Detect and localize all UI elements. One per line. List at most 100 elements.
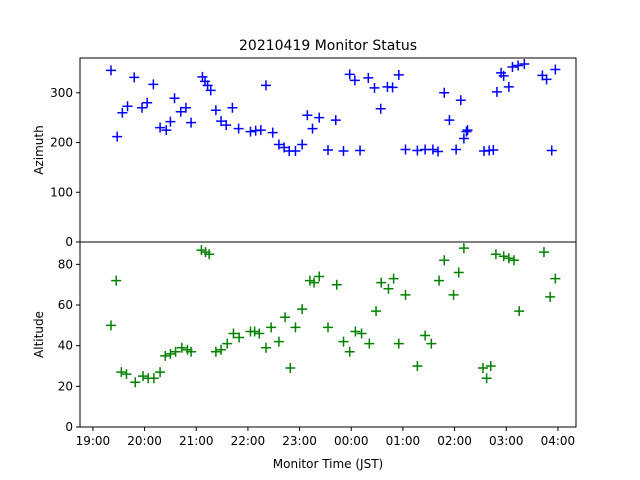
azimuth-point <box>444 115 455 126</box>
azimuth-point <box>344 69 355 80</box>
altitude-point <box>234 332 245 343</box>
altitude-y-tick-label: 60 <box>58 298 73 312</box>
azimuth-point <box>245 126 256 137</box>
azimuth-point <box>117 107 128 118</box>
azimuth-point <box>186 117 197 128</box>
azimuth-point <box>330 115 341 126</box>
azimuth-point <box>197 71 208 82</box>
azimuth-point <box>216 116 227 127</box>
altitude-point <box>376 277 387 288</box>
azimuth-point <box>273 139 284 150</box>
altitude-point <box>434 275 445 286</box>
azimuth-point <box>519 58 530 69</box>
altitude-point <box>254 328 265 339</box>
x-tick-label: 04:00 <box>541 434 576 448</box>
azimuth-y-tick-label: 0 <box>65 235 73 249</box>
azimuth-point <box>455 95 466 106</box>
x-axis-label: Monitor Time (JST) <box>273 457 383 471</box>
azimuth-point <box>498 70 509 81</box>
altitude-point <box>314 271 325 282</box>
azimuth-point <box>155 122 166 133</box>
azimuth-panel: 0 100 200 300 Azimuth <box>32 57 577 249</box>
x-tick-label: 03:00 <box>489 434 524 448</box>
azimuth-point <box>461 126 472 137</box>
azimuth-point <box>297 139 308 150</box>
azimuth-point <box>393 69 404 80</box>
x-tick-label: 01:00 <box>386 434 421 448</box>
azimuth-point <box>462 125 473 136</box>
azimuth-point <box>400 144 411 155</box>
azimuth-y-tick-label: 200 <box>50 136 73 150</box>
altitude-point <box>204 249 215 260</box>
altitude-point <box>350 326 361 337</box>
azimuth-point <box>129 72 140 83</box>
azimuth-point <box>137 102 147 113</box>
altitude-point <box>121 369 132 380</box>
altitude-point <box>170 346 181 357</box>
altitude-point <box>130 377 141 388</box>
azimuth-point <box>546 145 557 156</box>
azimuth-point <box>227 102 238 113</box>
altitude-point <box>478 363 488 374</box>
altitude-y-tick-label: 80 <box>58 257 73 271</box>
altitude-point <box>388 273 399 284</box>
altitude-point <box>266 322 277 333</box>
altitude-point <box>412 361 423 372</box>
altitude-point <box>228 328 239 339</box>
altitude-point <box>186 346 197 357</box>
azimuth-point <box>279 142 290 153</box>
altitude-point <box>116 367 127 378</box>
altitude-point <box>439 255 450 266</box>
azimuth-point <box>233 123 244 134</box>
x-tick-label: 22:00 <box>231 434 266 448</box>
azimuth-point <box>369 82 380 93</box>
azimuth-point <box>513 60 524 71</box>
x-tick-label: 00:00 <box>334 434 369 448</box>
azimuth-point <box>142 97 153 108</box>
altitude-point <box>538 247 549 258</box>
azimuth-point <box>210 105 221 116</box>
altitude-point <box>485 361 496 372</box>
altitude-point <box>420 330 431 341</box>
azimuth-point <box>355 145 366 156</box>
azimuth-point <box>205 85 216 96</box>
azimuth-point <box>221 120 232 131</box>
azimuth-point <box>261 80 271 91</box>
azimuth-point <box>550 64 561 75</box>
azimuth-point <box>307 123 318 134</box>
altitude-y-axis-label: Altitude <box>32 311 46 358</box>
azimuth-point <box>148 79 159 90</box>
altitude-point <box>371 306 382 317</box>
altitude-point <box>481 373 492 384</box>
azimuth-point <box>433 146 444 157</box>
x-tick-label: 20:00 <box>127 434 162 448</box>
altitude-point <box>323 322 333 333</box>
azimuth-point <box>290 145 301 156</box>
azimuth-point <box>323 145 333 155</box>
altitude-point <box>503 253 514 264</box>
altitude-y-tick-label: 20 <box>58 379 73 393</box>
azimuth-point <box>349 75 360 86</box>
altitude-point <box>453 267 464 278</box>
x-tick-label: 19:00 <box>76 434 111 448</box>
azimuth-point <box>507 61 518 72</box>
altitude-point <box>448 289 459 300</box>
azimuth-y-tick-label: 100 <box>50 185 73 199</box>
azimuth-point <box>387 82 398 93</box>
azimuth-point <box>267 127 278 138</box>
altitude-point <box>273 336 284 347</box>
azimuth-point <box>503 81 514 92</box>
azimuth-point <box>541 74 552 85</box>
azimuth-point <box>375 103 386 114</box>
altitude-point <box>280 312 291 323</box>
azimuth-point <box>122 101 133 112</box>
altitude-point <box>514 306 525 317</box>
x-tick-label: 21:00 <box>179 434 214 448</box>
altitude-point <box>111 275 122 286</box>
altitude-point <box>210 346 221 357</box>
altitude-point <box>285 363 296 374</box>
x-tick-label: 02:00 <box>437 434 472 448</box>
chart-title: 20210419 Monitor Status <box>239 38 417 54</box>
altitude-point <box>304 275 315 286</box>
altitude-point <box>331 279 342 290</box>
